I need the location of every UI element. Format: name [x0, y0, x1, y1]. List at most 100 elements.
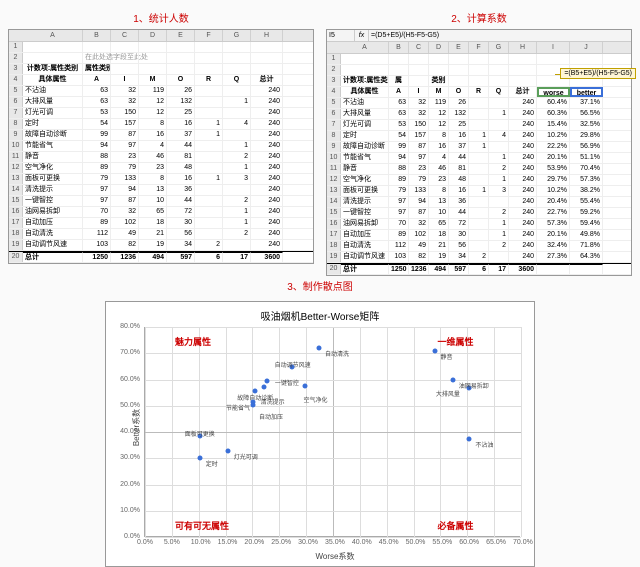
data-cell[interactable]: 70.4%	[570, 164, 603, 174]
data-cell[interactable]: 32	[409, 109, 429, 119]
header-cell[interactable]: A	[83, 75, 111, 85]
data-cell[interactable]	[489, 65, 509, 75]
row-header[interactable]: 16	[327, 219, 341, 229]
data-cell[interactable]: 99	[83, 130, 111, 140]
data-cell[interactable]: 32	[111, 207, 139, 217]
data-cell[interactable]: 12	[429, 120, 449, 130]
data-cell[interactable]: 240	[251, 119, 283, 129]
data-cell[interactable]: 1	[469, 142, 489, 152]
data-cell[interactable]: 1	[469, 131, 489, 141]
data-cell[interactable]: 494	[139, 252, 167, 262]
data-cell[interactable]: 240	[509, 241, 537, 251]
data-cell[interactable]	[195, 141, 223, 151]
data-cell[interactable]	[409, 54, 429, 64]
data-cell[interactable]	[469, 65, 489, 75]
data-cell[interactable]	[509, 54, 537, 64]
data-cell[interactable]: 51.1%	[570, 153, 603, 163]
row-header[interactable]: 17	[9, 218, 23, 228]
header-cell[interactable]	[489, 76, 509, 86]
data-cell[interactable]: 17	[489, 264, 509, 274]
data-cell[interactable]	[449, 65, 469, 75]
data-cell[interactable]: 36	[167, 185, 195, 195]
data-cell[interactable]	[223, 185, 251, 195]
header-cell[interactable]: I	[111, 75, 139, 85]
scatter-point[interactable]	[225, 448, 230, 453]
header-cell[interactable]	[223, 64, 251, 74]
data-cell[interactable]: 89	[389, 230, 409, 240]
data-cell[interactable]: 56	[167, 229, 195, 239]
data-cell[interactable]: 6	[469, 264, 489, 274]
data-cell[interactable]	[195, 53, 223, 63]
row-header[interactable]: 11	[327, 164, 341, 174]
data-cell[interactable]: 1	[195, 174, 223, 184]
data-cell[interactable]	[489, 142, 509, 152]
data-cell[interactable]: 597	[167, 252, 195, 262]
data-cell[interactable]: 240	[509, 186, 537, 196]
data-cell[interactable]	[195, 86, 223, 96]
data-cell[interactable]: 不沾油	[23, 86, 83, 96]
data-cell[interactable]	[469, 98, 489, 108]
data-cell[interactable]: 82	[409, 252, 429, 262]
data-cell[interactable]: 240	[509, 252, 537, 262]
data-cell[interactable]	[469, 54, 489, 64]
row-header[interactable]: 10	[327, 153, 341, 163]
header-cell[interactable]: 总计	[251, 75, 283, 85]
data-cell[interactable]: 240	[251, 108, 283, 118]
data-cell[interactable]: 48	[449, 175, 469, 185]
data-cell[interactable]: 240	[509, 164, 537, 174]
data-cell[interactable]	[195, 218, 223, 228]
data-cell[interactable]: 240	[509, 131, 537, 141]
data-cell[interactable]: 不沾油	[341, 98, 389, 108]
data-cell[interactable]: 自动调节风速	[23, 240, 83, 250]
col-header[interactable]: F	[195, 30, 223, 41]
data-cell[interactable]: 1236	[409, 264, 429, 274]
data-cell[interactable]: 面板可更换	[23, 174, 83, 184]
data-cell[interactable]: 4	[223, 119, 251, 129]
col-header[interactable]: I	[537, 42, 570, 53]
data-cell[interactable]: 132	[449, 109, 469, 119]
data-cell[interactable]: 1	[489, 219, 509, 229]
row-header[interactable]: 2	[327, 65, 341, 75]
row-header[interactable]: 14	[9, 185, 23, 195]
data-cell[interactable]: 32	[111, 97, 139, 107]
scatter-point[interactable]	[252, 388, 257, 393]
row-header[interactable]: 18	[327, 241, 341, 251]
data-cell[interactable]: 29.7%	[537, 175, 570, 185]
data-cell[interactable]: 94	[83, 141, 111, 151]
row-header[interactable]: 18	[9, 229, 23, 239]
data-cell[interactable]: 240	[251, 218, 283, 228]
data-cell[interactable]: 60.4%	[537, 98, 570, 108]
data-cell[interactable]	[195, 196, 223, 206]
data-cell[interactable]: 240	[509, 109, 537, 119]
scatter-point[interactable]	[467, 436, 472, 441]
data-cell[interactable]: 16	[429, 142, 449, 152]
header-cell[interactable]	[469, 76, 489, 86]
data-cell[interactable]: 23	[139, 163, 167, 173]
data-cell[interactable]: 65	[139, 207, 167, 217]
scatter-point[interactable]	[450, 378, 455, 383]
data-cell[interactable]: 70	[389, 219, 409, 229]
data-cell[interactable]	[251, 53, 283, 63]
data-cell[interactable]: 119	[429, 98, 449, 108]
data-cell[interactable]: 1	[223, 141, 251, 151]
header-cell[interactable]: O	[449, 87, 469, 97]
data-cell[interactable]: 1	[489, 175, 509, 185]
data-cell[interactable]	[469, 197, 489, 207]
data-cell[interactable]	[23, 53, 83, 63]
data-cell[interactable]: 23	[429, 175, 449, 185]
data-cell[interactable]: 10.2%	[537, 186, 570, 196]
row-header[interactable]: 4	[327, 87, 341, 97]
data-cell[interactable]: 12	[139, 108, 167, 118]
data-cell[interactable]: 56	[449, 241, 469, 251]
data-cell[interactable]	[251, 42, 283, 52]
data-cell[interactable]: 150	[409, 120, 429, 130]
data-cell[interactable]: 112	[389, 241, 409, 251]
row-header[interactable]: 12	[9, 163, 23, 173]
data-cell[interactable]: 157	[409, 131, 429, 141]
row-header[interactable]: 14	[327, 197, 341, 207]
data-cell[interactable]: 94	[389, 153, 409, 163]
data-cell[interactable]: 13	[429, 197, 449, 207]
data-cell[interactable]	[223, 130, 251, 140]
data-cell[interactable]: 节能省气	[341, 153, 389, 163]
data-cell[interactable]: 94	[409, 197, 429, 207]
